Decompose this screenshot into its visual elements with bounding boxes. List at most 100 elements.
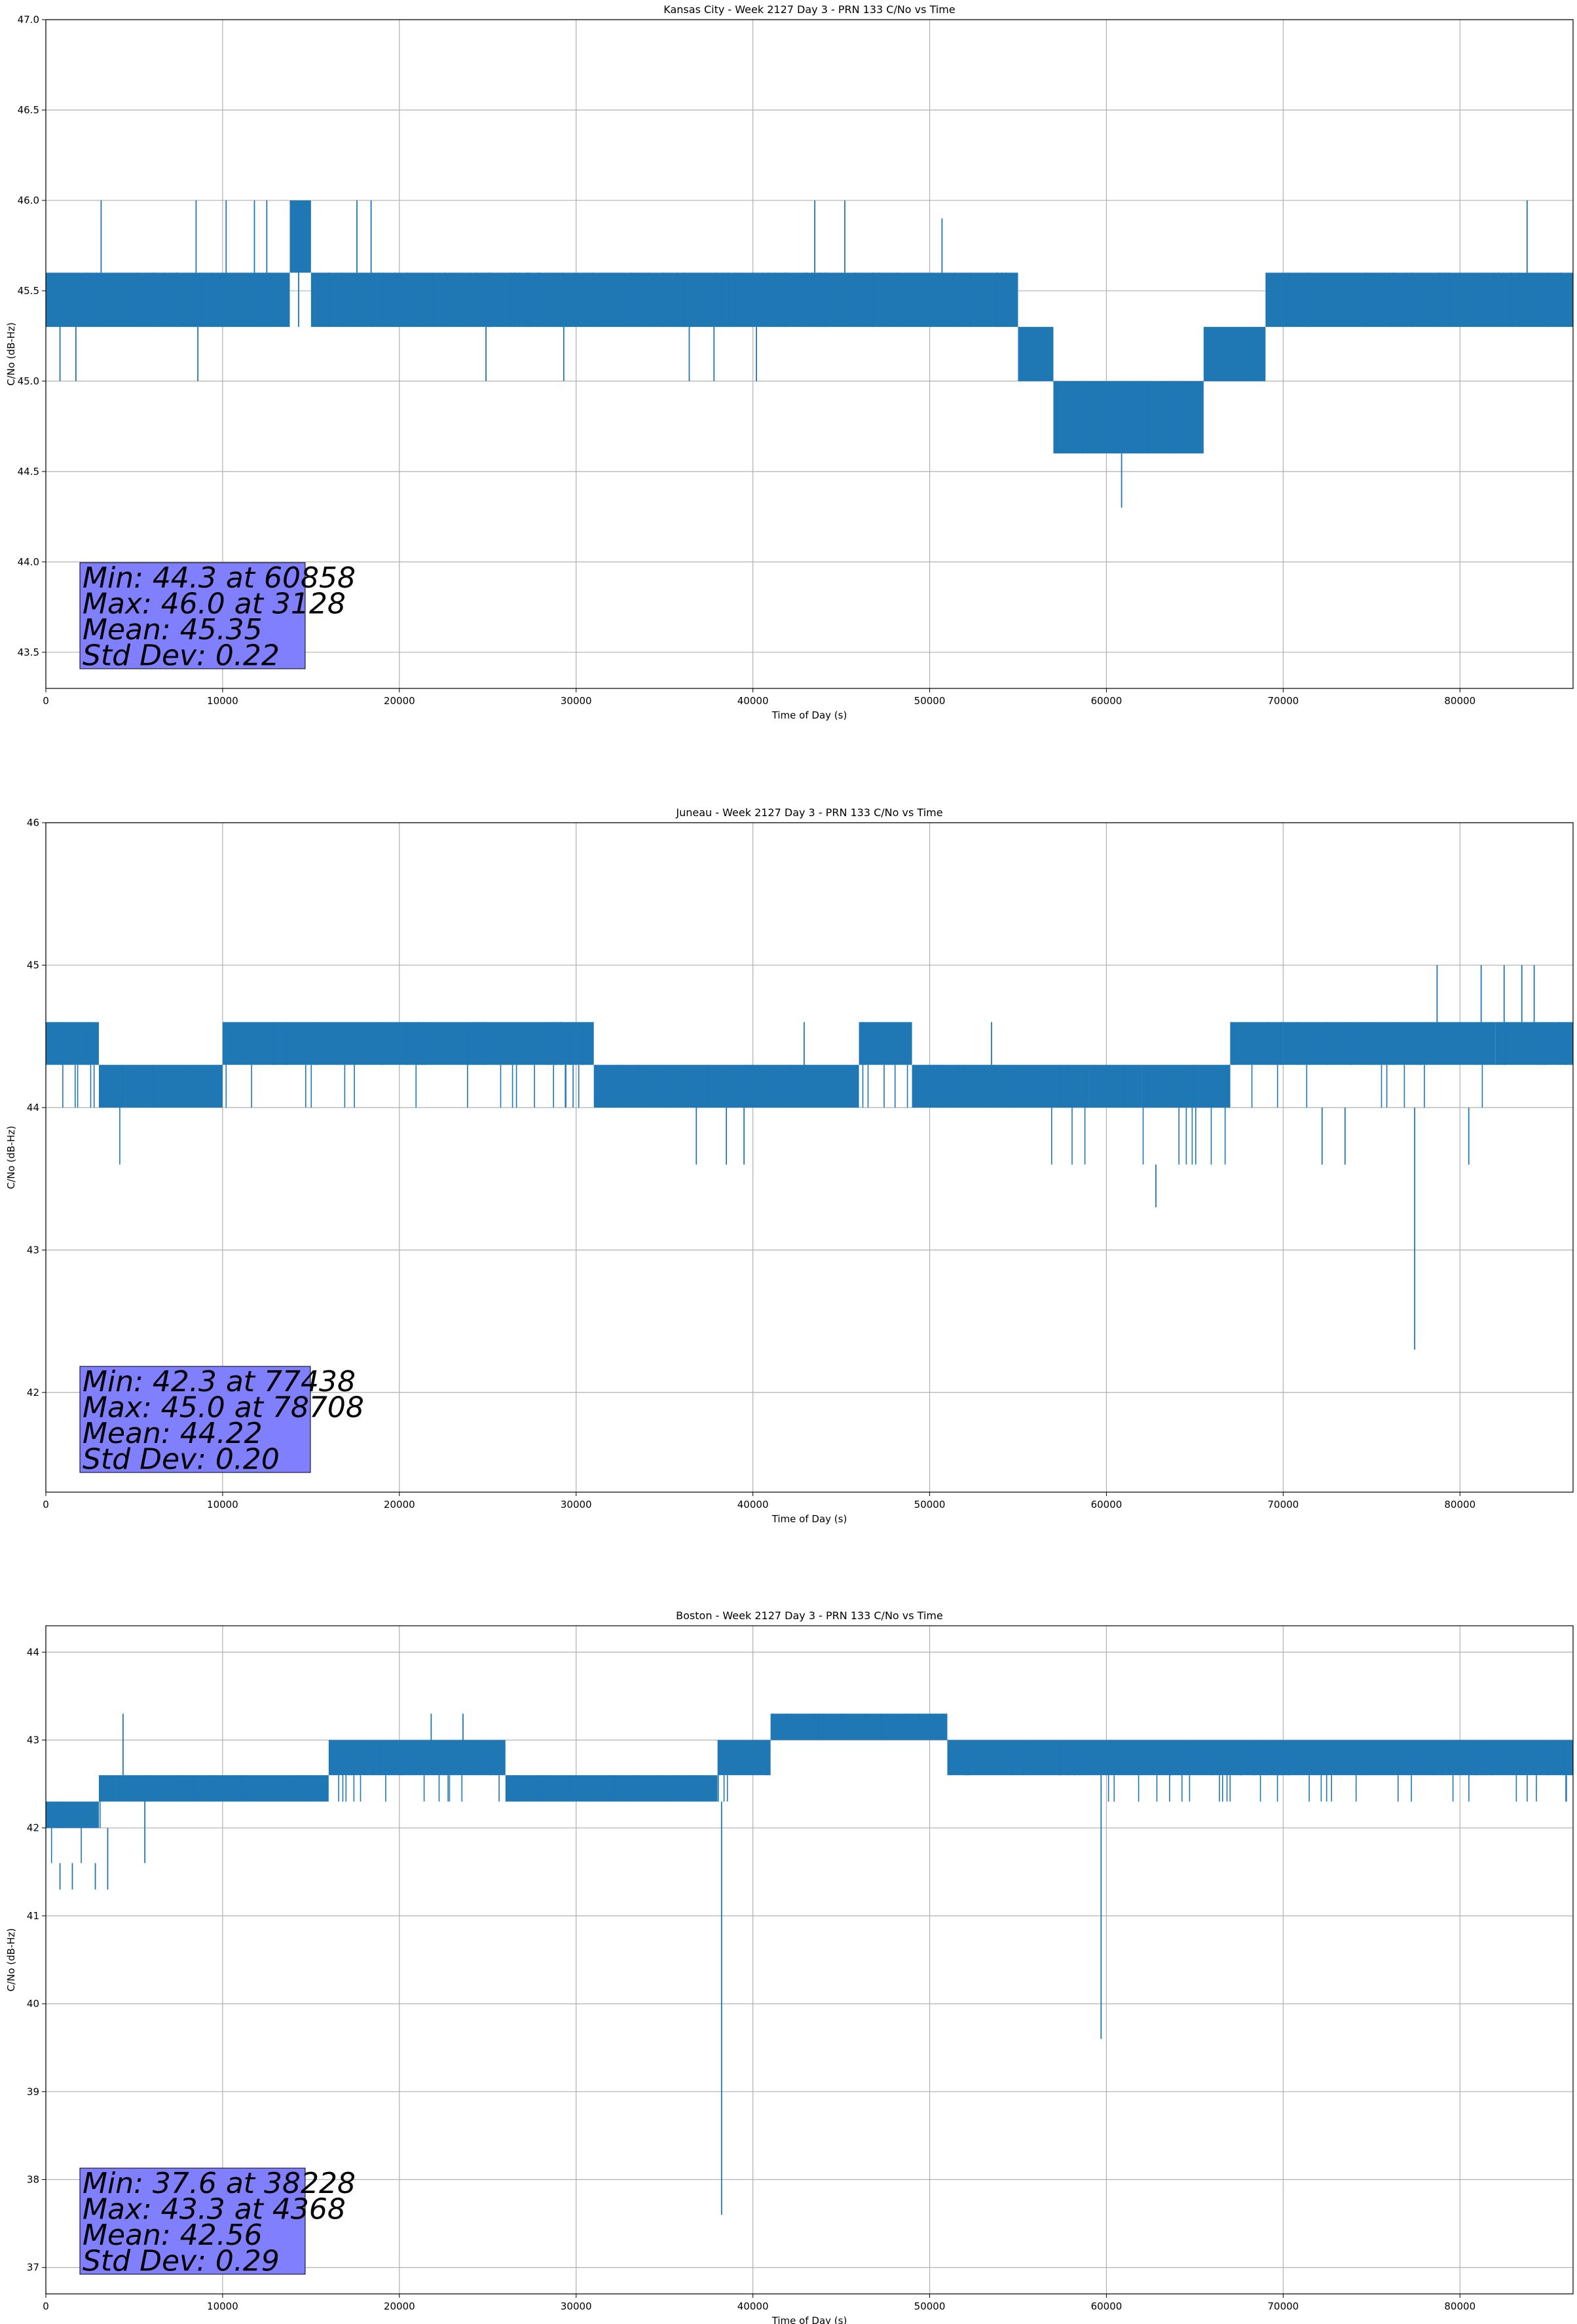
stats-line: Mean: 44.22 bbox=[83, 1417, 263, 1450]
y-tick-label: 45.5 bbox=[18, 285, 39, 297]
series-band bbox=[310, 272, 1018, 328]
y-tick-label: 40 bbox=[27, 1998, 39, 2010]
series-line bbox=[46, 1714, 1573, 2215]
chart-panel-1: 0 10000 20000 30000 40000 50000 60000 70000 8000… bbox=[5, 3, 1574, 721]
series-band bbox=[1495, 1022, 1573, 1065]
series-band bbox=[1018, 327, 1054, 381]
x-axis-label: Time of Day (s) bbox=[771, 2315, 847, 2324]
series-band bbox=[1053, 381, 1204, 454]
x-tick-label: 10000 bbox=[207, 1499, 238, 1510]
chart-panel-2: 0 10000 20000 30000 40000 50000 60000 70000 8000… bbox=[5, 806, 1574, 1525]
stats-box-background bbox=[79, 1366, 311, 1473]
grid bbox=[45, 1626, 1573, 2294]
series-excursions bbox=[1056, 381, 1178, 454]
series-excursions bbox=[935, 1064, 1028, 1108]
chart-title: Boston - Week 2127 Day 3 - PRN 133 C/No … bbox=[676, 1609, 943, 1622]
axes-frame bbox=[45, 1625, 1574, 2295]
series-band bbox=[947, 1740, 1107, 1776]
x-tick-label: 60000 bbox=[1091, 1499, 1122, 1510]
stats-line: Std Dev: 0.22 bbox=[83, 639, 280, 673]
stats-box-background bbox=[79, 562, 306, 669]
series-excursions bbox=[150, 1775, 323, 1802]
y-axis-label: C/No (dB-Hz) bbox=[5, 1928, 17, 1992]
y-tick-label: 44.5 bbox=[18, 466, 39, 478]
y-tick-label: 39 bbox=[27, 2086, 39, 2097]
series-band bbox=[859, 1022, 912, 1065]
x-tick-label: 40000 bbox=[737, 2300, 769, 2312]
stats-line: Min: 44.3 at 60858 bbox=[83, 561, 356, 595]
series-band bbox=[125, 1064, 223, 1108]
stats-line: Min: 42.3 at 77438 bbox=[83, 1365, 356, 1398]
series-excursions bbox=[786, 1714, 944, 1740]
chart-title: Kansas City - Week 2127 Day 3 - PRN 133 … bbox=[663, 3, 955, 16]
series-band bbox=[1106, 1740, 1573, 1776]
series-band bbox=[1265, 272, 1573, 328]
y-tick-label: 42 bbox=[27, 1387, 39, 1398]
x-tick-label: 10000 bbox=[207, 695, 238, 707]
y-tick-label: 41 bbox=[27, 1910, 39, 1922]
series-band bbox=[289, 200, 311, 273]
x-tick-label: 60000 bbox=[1091, 2300, 1122, 2312]
x-tick-label: 50000 bbox=[914, 2300, 946, 2312]
series-excursions bbox=[964, 1740, 1081, 1776]
x-tick-label: 80000 bbox=[1444, 1499, 1475, 1510]
axes-frame bbox=[45, 19, 1574, 689]
series-excursions bbox=[102, 1064, 121, 1165]
y-tick-label: 43 bbox=[27, 1244, 39, 1256]
series-band bbox=[46, 1801, 99, 1828]
series-band bbox=[770, 1714, 948, 1740]
series-excursions bbox=[50, 272, 270, 328]
x-axis-label: Time of Day (s) bbox=[771, 709, 847, 721]
stats-line: Max: 46.0 at 3128 bbox=[83, 588, 346, 621]
x-tick-label: 40000 bbox=[737, 1499, 769, 1510]
stats-line: Std Dev: 0.20 bbox=[83, 1443, 280, 1476]
x-tick-label: 40000 bbox=[737, 695, 769, 707]
series-band bbox=[46, 272, 290, 328]
x-axis-label: Time of Day (s) bbox=[771, 1513, 847, 1525]
stats-line: Std Dev: 0.29 bbox=[83, 2245, 280, 2278]
series-line bbox=[46, 200, 1573, 508]
y-tick-label: 42 bbox=[27, 1822, 39, 1834]
stats-line: Max: 45.0 at 78708 bbox=[83, 1391, 364, 1425]
series-excursions bbox=[1018, 327, 1020, 381]
x-tick-label: 70000 bbox=[1267, 1499, 1299, 1510]
y-tick-label: 45.0 bbox=[18, 375, 39, 387]
series-line bbox=[46, 965, 1573, 1350]
x-tick-label: 20000 bbox=[384, 695, 415, 707]
chart-panel-3: 0 10000 20000 30000 40000 50000 60000 70000 8000… bbox=[5, 1609, 1574, 2324]
y-tick-label: 43 bbox=[27, 1734, 39, 1746]
stats-line: Mean: 42.56 bbox=[83, 2219, 263, 2252]
series-band bbox=[1230, 1022, 1284, 1065]
chart-title: Juneau - Week 2127 Day 3 - PRN 133 C/No … bbox=[675, 806, 942, 819]
stats-line: Mean: 45.35 bbox=[83, 613, 263, 647]
stats-line: Min: 37.6 at 38228 bbox=[83, 2167, 356, 2200]
y-axis-label: C/No (dB-Hz) bbox=[5, 1126, 17, 1190]
series-excursions bbox=[328, 272, 1007, 328]
x-tick-label: 30000 bbox=[561, 695, 592, 707]
x-tick-label: 30000 bbox=[561, 2300, 592, 2312]
y-tick-label: 46.5 bbox=[18, 104, 39, 116]
series-band bbox=[1088, 1064, 1142, 1108]
y-tick-label: 44 bbox=[27, 1102, 39, 1114]
y-tick-label: 38 bbox=[27, 2174, 39, 2186]
x-tick-label: 0 bbox=[43, 2300, 49, 2312]
series-excursions bbox=[1496, 1022, 1567, 1065]
series-excursions bbox=[100, 1801, 101, 1828]
x-tick-label: 70000 bbox=[1267, 695, 1299, 707]
x-tick-label: 0 bbox=[43, 1499, 49, 1510]
series-band bbox=[46, 1022, 99, 1065]
series-band bbox=[717, 1740, 771, 1776]
axes-frame bbox=[45, 822, 1574, 1493]
series-excursions bbox=[1094, 1064, 1124, 1108]
x-tick-label: 20000 bbox=[384, 1499, 415, 1510]
y-tick-label: 44 bbox=[27, 1646, 39, 1658]
x-tick-label: 30000 bbox=[561, 1499, 592, 1510]
x-tick-label: 70000 bbox=[1267, 2300, 1299, 2312]
series-band bbox=[98, 1775, 117, 1802]
series-excursions bbox=[1288, 272, 1561, 328]
x-tick-label: 80000 bbox=[1444, 695, 1475, 707]
